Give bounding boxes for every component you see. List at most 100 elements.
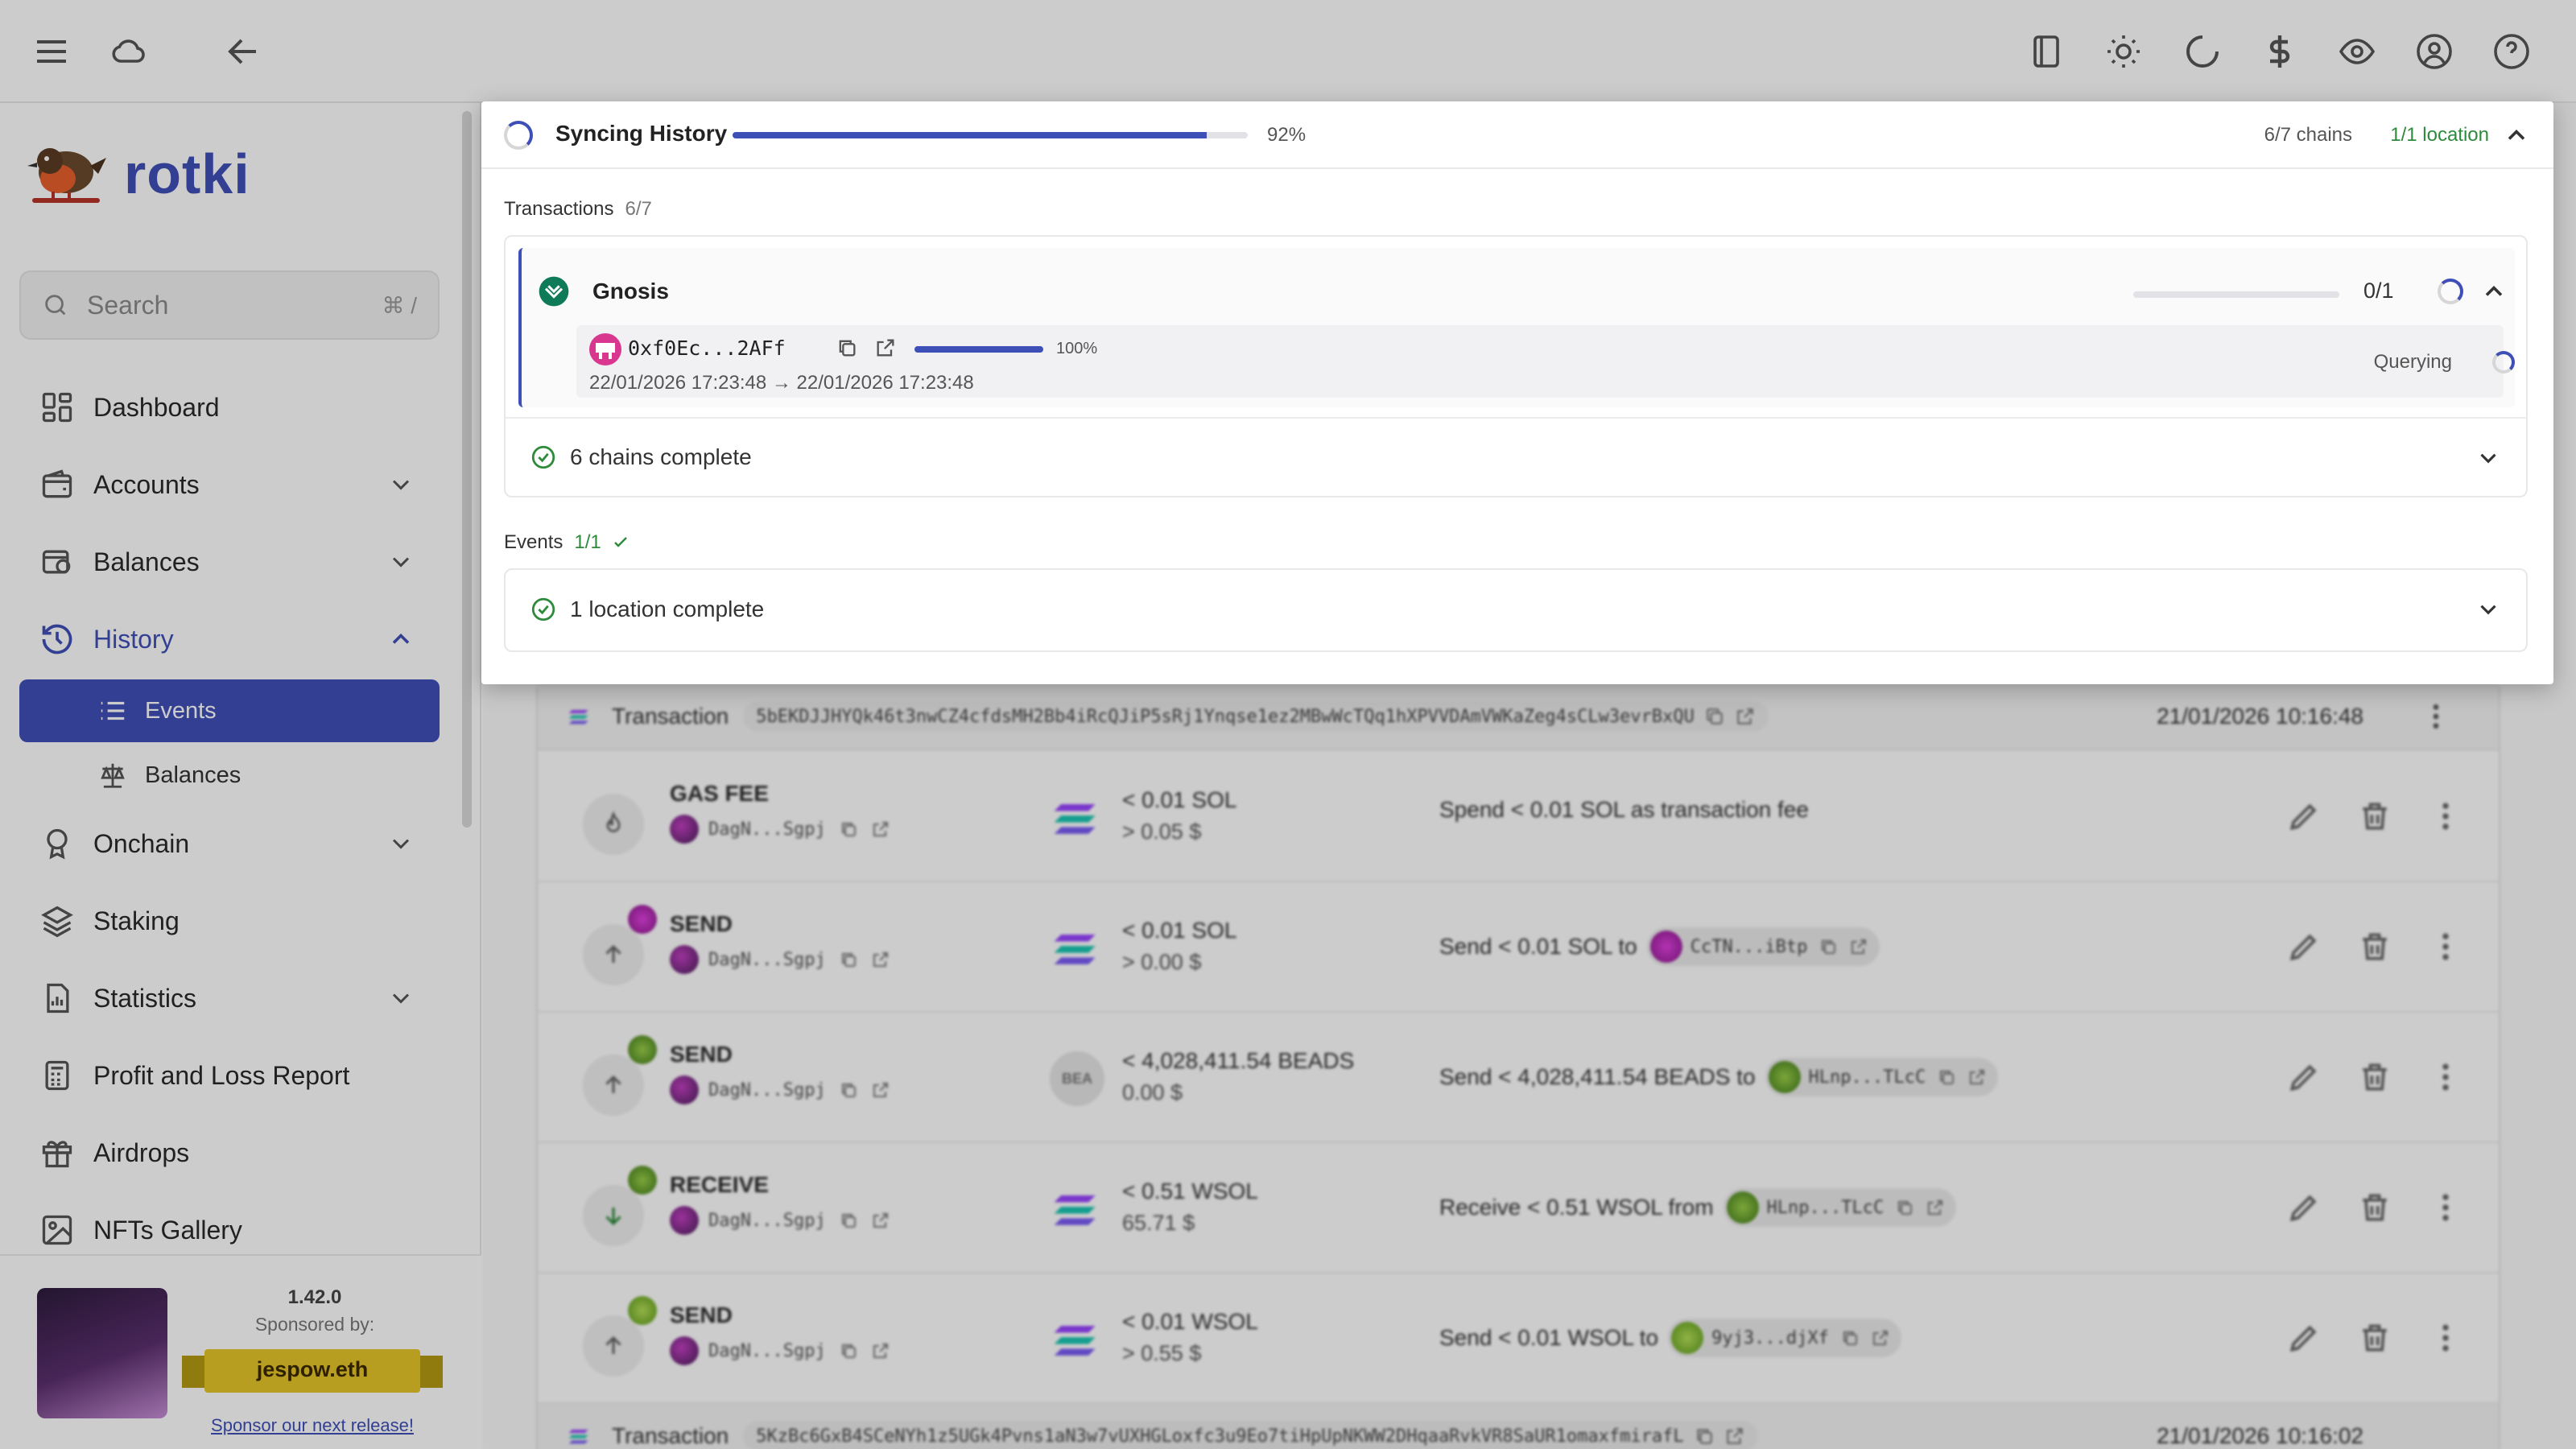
- sidebar-item-onchain[interactable]: Onchain: [19, 811, 440, 876]
- external-link-icon[interactable]: [1871, 1328, 1890, 1348]
- transaction-hash: 5KzBc6GxB4SCeNYh1z5UGk4Pvns1aN3w7vUXHGLo…: [743, 1421, 1758, 1449]
- sidebar-item-label: Balances: [93, 547, 200, 576]
- external-link-icon[interactable]: [1926, 1198, 1945, 1217]
- avatar: [670, 1206, 699, 1235]
- sidebar-subitem-balances[interactable]: Balances: [19, 744, 440, 807]
- copy-icon[interactable]: [1704, 706, 1725, 727]
- copy-icon[interactable]: [1818, 937, 1838, 956]
- row-actions: [2286, 1190, 2463, 1225]
- check-icon: [613, 537, 627, 547]
- search-icon: [45, 295, 66, 316]
- delete-trash-icon[interactable]: [2357, 929, 2392, 964]
- copy-icon[interactable]: [1937, 1067, 1956, 1087]
- sidebar-item-dashboard[interactable]: Dashboard: [19, 375, 440, 440]
- external-link-icon[interactable]: [871, 1211, 890, 1230]
- external-link-icon[interactable]: [874, 336, 897, 359]
- notes-icon[interactable]: [2024, 29, 2069, 74]
- event-description: Send < 0.01 WSOL to 9yj3...djXf: [1439, 1319, 1901, 1357]
- check-circle-icon: [531, 445, 555, 469]
- avatar: [1649, 931, 1682, 963]
- external-link-icon[interactable]: [1849, 937, 1868, 956]
- event-description: Spend < 0.01 SOL as transaction fee: [1439, 797, 1809, 823]
- chevron-down-icon[interactable]: [2475, 596, 2502, 623]
- delete-trash-icon[interactable]: [2357, 1059, 2392, 1095]
- menu-icon[interactable]: [29, 29, 74, 74]
- chevron-up-icon[interactable]: [2479, 277, 2508, 306]
- cloud-icon[interactable]: [106, 29, 151, 74]
- external-link-icon[interactable]: [871, 819, 890, 839]
- help-icon[interactable]: [2489, 29, 2534, 74]
- more-vert-icon[interactable]: [2428, 1320, 2463, 1356]
- edit-pencil-icon[interactable]: [2286, 799, 2322, 834]
- delete-trash-icon[interactable]: [2357, 799, 2392, 834]
- event-type: SEND: [670, 1302, 733, 1327]
- more-vert-icon[interactable]: [2420, 700, 2452, 733]
- sync-loading-icon[interactable]: [2180, 29, 2225, 74]
- sidebar-item-accounts[interactable]: Accounts: [19, 452, 440, 517]
- counterparty-badge-avatar: [628, 1166, 657, 1195]
- chain-progress-gnosis: Gnosis 0/1 0xf0Ec...2AFf 100% 22/01/2026…: [518, 248, 2515, 407]
- external-link-icon[interactable]: [871, 950, 890, 969]
- arrow-up-icon: [583, 1315, 644, 1377]
- description-text: Send < 0.01 SOL to: [1439, 934, 1637, 959]
- copy-icon[interactable]: [839, 950, 858, 969]
- edit-pencil-icon[interactable]: [2286, 1059, 2322, 1095]
- copy-icon[interactable]: [839, 1341, 858, 1360]
- copy-icon[interactable]: [1840, 1328, 1860, 1348]
- delete-trash-icon[interactable]: [2357, 1190, 2392, 1225]
- external-link-icon[interactable]: [871, 1341, 890, 1360]
- sidebar-item-statistics[interactable]: Statistics: [19, 966, 440, 1030]
- copy-icon[interactable]: [1895, 1198, 1914, 1217]
- sidebar-subitem-events[interactable]: Events: [19, 679, 440, 742]
- back-arrow-icon[interactable]: [221, 29, 266, 74]
- delete-trash-icon[interactable]: [2357, 1320, 2392, 1356]
- chain-count: 0/1: [2363, 279, 2394, 303]
- solana-asset-icon: [1054, 804, 1096, 834]
- more-vert-icon[interactable]: [2428, 1059, 2463, 1095]
- edit-pencil-icon[interactable]: [2286, 929, 2322, 964]
- copy-icon[interactable]: [1694, 1426, 1715, 1447]
- external-link-icon[interactable]: [871, 1080, 890, 1100]
- solana-icon: [568, 1430, 588, 1444]
- copy-icon[interactable]: [839, 1080, 858, 1100]
- sidebar-scrollbar[interactable]: [462, 111, 472, 828]
- counterparty-address: HLnp...TLcC: [1808, 1067, 1926, 1088]
- search-input[interactable]: Search ⌘ /: [19, 270, 440, 340]
- copy-icon[interactable]: [839, 1211, 858, 1230]
- privacy-eye-icon[interactable]: [2334, 29, 2380, 74]
- location-complete-label: 1 location complete: [570, 597, 765, 621]
- external-link-icon[interactable]: [1735, 706, 1756, 727]
- more-vert-icon[interactable]: [2428, 799, 2463, 834]
- counterparty-address: 9yj3...djXf: [1711, 1327, 1829, 1348]
- external-link-icon[interactable]: [1724, 1426, 1745, 1447]
- more-vert-icon[interactable]: [2428, 929, 2463, 964]
- events-section-label: Events 1/1: [504, 531, 630, 554]
- description-text: Receive < 0.51 WSOL from: [1439, 1195, 1714, 1220]
- chains-complete-row[interactable]: 6 chains complete: [506, 417, 2526, 496]
- theme-sun-icon[interactable]: [2101, 29, 2146, 74]
- chain-name: Gnosis: [592, 279, 669, 303]
- chevron-down-icon[interactable]: [2475, 444, 2502, 472]
- edit-pencil-icon[interactable]: [2286, 1190, 2322, 1225]
- account-address: DagN...Sgpj: [708, 1210, 826, 1231]
- location-complete-row[interactable]: 1 location complete: [506, 570, 2526, 649]
- sponsor-link[interactable]: Sponsor our next release!: [211, 1415, 414, 1435]
- chevron-up-icon[interactable]: [2502, 121, 2531, 150]
- sidebar-item-history[interactable]: History: [19, 607, 440, 671]
- sidebar-item-airdrops[interactable]: Airdrops: [19, 1121, 440, 1185]
- sidebar-item-staking[interactable]: Staking: [19, 889, 440, 953]
- sidebar-item-balances[interactable]: Balances: [19, 530, 440, 594]
- copy-icon[interactable]: [839, 819, 858, 839]
- edit-pencil-icon[interactable]: [2286, 1320, 2322, 1356]
- copy-icon[interactable]: [836, 336, 858, 359]
- user-account-icon[interactable]: [2412, 29, 2457, 74]
- event-amount: < 0.51 WSOL: [1122, 1179, 1258, 1203]
- external-link-icon[interactable]: [1967, 1067, 1987, 1087]
- currency-dollar-icon[interactable]: [2257, 29, 2302, 74]
- brand-logo[interactable]: rotki: [21, 134, 250, 214]
- sidebar-item-nfts-gallery[interactable]: NFTs Gallery: [19, 1198, 440, 1262]
- more-vert-icon[interactable]: [2428, 1190, 2463, 1225]
- sidebar-item-profit-loss-report[interactable]: Profit and Loss Report: [19, 1043, 440, 1108]
- counterparty-address: HLnp...TLcC: [1766, 1197, 1885, 1218]
- sidebar-item-label: Airdrops: [93, 1137, 190, 1167]
